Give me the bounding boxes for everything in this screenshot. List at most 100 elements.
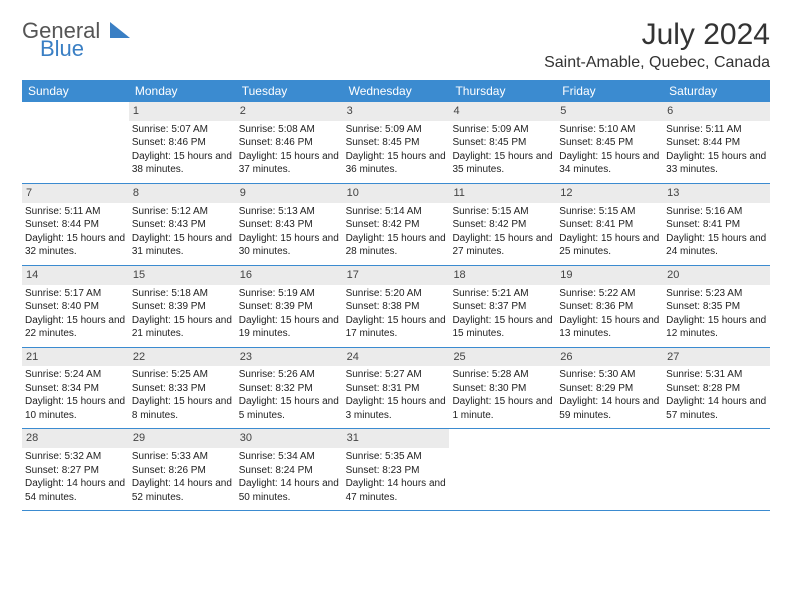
day-cell: 18Sunrise: 5:21 AMSunset: 8:37 PMDayligh… xyxy=(449,266,556,347)
day-cell: 29Sunrise: 5:33 AMSunset: 8:26 PMDayligh… xyxy=(129,429,236,510)
day-number: 5 xyxy=(556,102,663,121)
daylight-text: Daylight: 15 hours and 28 minutes. xyxy=(346,232,447,259)
sunset-text: Sunset: 8:24 PM xyxy=(239,464,340,478)
sunrise-text: Sunrise: 5:08 AM xyxy=(239,123,340,137)
sunset-text: Sunset: 8:39 PM xyxy=(132,300,233,314)
sunrise-text: Sunrise: 5:28 AM xyxy=(452,368,553,382)
day-cell: 3Sunrise: 5:09 AMSunset: 8:45 PMDaylight… xyxy=(343,102,450,183)
day-number: 21 xyxy=(22,348,129,367)
sunrise-text: Sunrise: 5:23 AM xyxy=(666,287,767,301)
sunrise-text: Sunrise: 5:35 AM xyxy=(346,450,447,464)
sunset-text: Sunset: 8:31 PM xyxy=(346,382,447,396)
page: General Blue July 2024 Saint-Amable, Que… xyxy=(0,0,792,529)
sunset-text: Sunset: 8:32 PM xyxy=(239,382,340,396)
location-subtitle: Saint-Amable, Quebec, Canada xyxy=(544,54,770,72)
sunset-text: Sunset: 8:40 PM xyxy=(25,300,126,314)
daylight-text: Daylight: 15 hours and 38 minutes. xyxy=(132,150,233,177)
sunset-text: Sunset: 8:23 PM xyxy=(346,464,447,478)
logo-triangle-icon xyxy=(110,22,130,38)
sunrise-text: Sunrise: 5:31 AM xyxy=(666,368,767,382)
daylight-text: Daylight: 15 hours and 31 minutes. xyxy=(132,232,233,259)
day-cell: 9Sunrise: 5:13 AMSunset: 8:43 PMDaylight… xyxy=(236,184,343,265)
sunrise-text: Sunrise: 5:21 AM xyxy=(452,287,553,301)
week-row: 28Sunrise: 5:32 AMSunset: 8:27 PMDayligh… xyxy=(22,429,770,511)
sunset-text: Sunset: 8:43 PM xyxy=(239,218,340,232)
day-cell: 24Sunrise: 5:27 AMSunset: 8:31 PMDayligh… xyxy=(343,348,450,429)
day-cell: 31Sunrise: 5:35 AMSunset: 8:23 PMDayligh… xyxy=(343,429,450,510)
day-cell: 19Sunrise: 5:22 AMSunset: 8:36 PMDayligh… xyxy=(556,266,663,347)
week-row: 14 Sunrise: 5:17 AMSunset: 8:40 PM Dayligh… xyxy=(22,266,770,348)
day-number: 7 xyxy=(22,184,129,203)
daylight-text: Daylight: 15 hours and 15 minutes. xyxy=(452,314,553,341)
sunset-text: Sunset: 8:26 PM xyxy=(132,464,233,478)
daylight-text: Daylight: 15 hours and 8 minutes. xyxy=(132,395,233,422)
sunrise-text: Sunrise: 5:26 AM xyxy=(239,368,340,382)
sunset-text: Sunset: 8:46 PM xyxy=(239,136,340,150)
sunset-text: Sunset: 8:30 PM xyxy=(452,382,553,396)
day-number: 17 xyxy=(343,266,450,285)
sunset-text: Sunset: 8:46 PM xyxy=(132,136,233,150)
day-cell: . xyxy=(22,102,129,183)
sunset-text: Sunset: 8:44 PM xyxy=(666,136,767,150)
day-number: 13 xyxy=(663,184,770,203)
daylight-text: Daylight: 14 hours and 50 minutes. xyxy=(239,477,340,504)
day-cell: 30 Sunrise: 5:34 AMSunset: 8:24 PMDayligh… xyxy=(236,429,343,510)
week-row: 21Sunrise: 5:24 AMSunset: 8:34 PMDayligh… xyxy=(22,348,770,430)
day-number: 27 xyxy=(663,348,770,367)
sunset-text: Sunset: 8:42 PM xyxy=(346,218,447,232)
sunrise-text: Sunrise: 5:32 AM xyxy=(25,450,126,464)
sunrise-text: Sunrise: 5:09 AM xyxy=(346,123,447,137)
daylight-text: Daylight: 14 hours and 52 minutes. xyxy=(132,477,233,504)
day-cell: 21Sunrise: 5:24 AMSunset: 8:34 PMDayligh… xyxy=(22,348,129,429)
day-cell: 12Sunrise: 5:15 AMSunset: 8:41 PMDayligh… xyxy=(556,184,663,265)
day-number: 30 xyxy=(236,429,343,448)
daylight-text: Daylight: 15 hours and 12 minutes. xyxy=(666,314,767,341)
weekday-header: Thursday xyxy=(449,80,556,102)
day-number: 28 xyxy=(22,429,129,448)
sunset-text: Sunset: 8:42 PM xyxy=(452,218,553,232)
day-number: 4 xyxy=(449,102,556,121)
sunrise-text: Sunrise: 5:20 AM xyxy=(346,287,447,301)
day-number: 2 xyxy=(236,102,343,121)
daylight-text: Daylight: 15 hours and 13 minutes. xyxy=(559,314,660,341)
sunset-text: Sunset: 8:28 PM xyxy=(666,382,767,396)
day-cell: . xyxy=(663,429,770,510)
week-row: 7Sunrise: 5:11 AMSunset: 8:44 PMDaylight… xyxy=(22,184,770,266)
day-number: 26 xyxy=(556,348,663,367)
sunrise-text: Sunrise: 5:24 AM xyxy=(25,368,126,382)
sunrise-text: Sunrise: 5:17 AM xyxy=(25,287,126,301)
sunrise-text: Sunrise: 5:10 AM xyxy=(559,123,660,137)
sunset-text: Sunset: 8:33 PM xyxy=(132,382,233,396)
sunset-text: Sunset: 8:44 PM xyxy=(25,218,126,232)
daylight-text: Daylight: 15 hours and 24 minutes. xyxy=(666,232,767,259)
week-row: .1Sunrise: 5:07 AMSunset: 8:46 PMDayligh… xyxy=(22,102,770,184)
page-title: July 2024 xyxy=(544,18,770,52)
daylight-text: Daylight: 15 hours and 37 minutes. xyxy=(239,150,340,177)
sunrise-text: Sunrise: 5:30 AM xyxy=(559,368,660,382)
day-cell: . xyxy=(556,429,663,510)
day-number: 8 xyxy=(129,184,236,203)
daylight-text: Daylight: 15 hours and 21 minutes. xyxy=(132,314,233,341)
title-block: July 2024 Saint-Amable, Quebec, Canada xyxy=(544,18,770,72)
sunset-text: Sunset: 8:43 PM xyxy=(132,218,233,232)
day-cell: 25Sunrise: 5:28 AMSunset: 8:30 PMDayligh… xyxy=(449,348,556,429)
day-cell: 16Sunrise: 5:19 AMSunset: 8:39 PMDayligh… xyxy=(236,266,343,347)
sunset-text: Sunset: 8:38 PM xyxy=(346,300,447,314)
daylight-text: Daylight: 15 hours and 5 minutes. xyxy=(239,395,340,422)
sunset-text: Sunset: 8:45 PM xyxy=(559,136,660,150)
day-number: 31 xyxy=(343,429,450,448)
day-number: 14 xyxy=(22,266,129,285)
day-cell: 4Sunrise: 5:09 AMSunset: 8:45 PMDaylight… xyxy=(449,102,556,183)
weekday-header: Friday xyxy=(556,80,663,102)
day-cell: 26Sunrise: 5:30 AMSunset: 8:29 PMDayligh… xyxy=(556,348,663,429)
calendar: SundayMondayTuesdayWednesdayThursdayFrid… xyxy=(22,80,770,511)
day-cell: 10Sunrise: 5:14 AMSunset: 8:42 PMDayligh… xyxy=(343,184,450,265)
sunrise-text: Sunrise: 5:27 AM xyxy=(346,368,447,382)
sunrise-text: Sunrise: 5:14 AM xyxy=(346,205,447,219)
sunrise-text: Sunrise: 5:34 AM xyxy=(239,450,340,464)
sunrise-text: Sunrise: 5:22 AM xyxy=(559,287,660,301)
day-cell: 20Sunrise: 5:23 AMSunset: 8:35 PMDayligh… xyxy=(663,266,770,347)
day-cell: 27Sunrise: 5:31 AMSunset: 8:28 PMDayligh… xyxy=(663,348,770,429)
day-number: 25 xyxy=(449,348,556,367)
sunset-text: Sunset: 8:39 PM xyxy=(239,300,340,314)
